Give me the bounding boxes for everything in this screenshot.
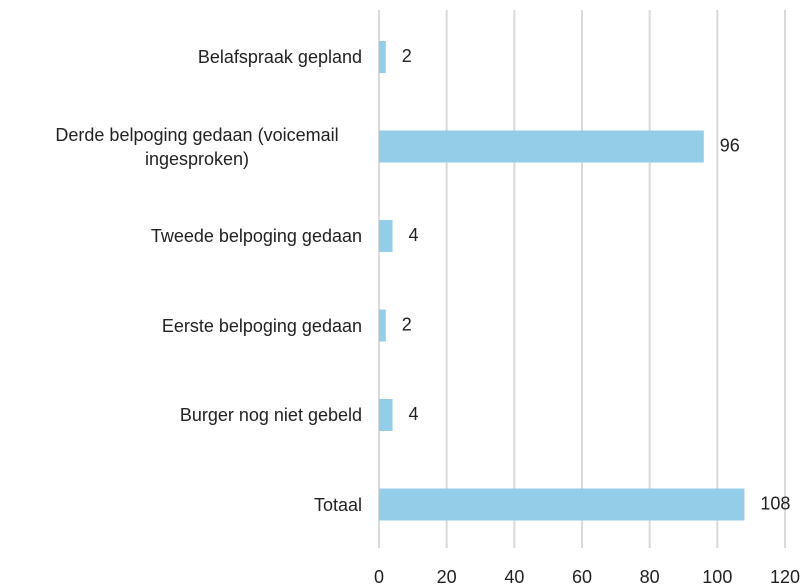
bar [379,41,386,73]
x-tick-label: 0 [374,567,384,587]
bar [379,399,393,431]
value-label: 108 [760,493,790,513]
category-label-box: Eerste belpoging gedaan [0,286,362,366]
bar [379,130,704,163]
value-label: 2 [402,46,412,66]
value-label: 4 [409,404,419,424]
category-label-box: Tweede belpoging gedaan [0,196,362,276]
x-tick-label: 60 [572,567,592,587]
category-label: Belafspraak gepland [197,47,362,67]
category-label-wrap: Derde belpoging gedaan (voicemail ingesp… [0,107,362,187]
category-label-box: Burger nog niet gebeld [0,375,362,455]
category-label-box: Belafspraak gepland [0,17,362,97]
value-label: 2 [402,314,412,334]
category-label-box: Totaal [0,465,362,545]
category-label-wrap: Belafspraak gepland [0,17,362,97]
value-label: 96 [720,135,740,155]
category-label-wrap: Totaal [0,465,362,545]
category-label: Totaal [313,494,362,515]
x-tick-label: 80 [640,567,660,587]
x-tick-label: 120 [770,567,800,587]
x-tick-label: 20 [437,567,457,587]
category-label: Eerste belpoging gedaan [161,315,362,336]
value-label: 4 [409,225,419,245]
category-label-box: Derde belpoging gedaan (voicemail ingesp… [0,107,362,187]
bar [379,220,393,252]
category-label-wrap: Tweede belpoging gedaan [0,196,362,276]
x-tick-label: 100 [702,567,732,587]
category-label: Burger nog niet gebeld [179,405,362,425]
x-tick-label: 40 [504,567,524,587]
bar [379,488,745,521]
category-label-wrap: Eerste belpoging gedaan [0,286,362,366]
category-label: Derde belpoging gedaan (voicemail ingesp… [55,124,339,169]
category-label-wrap: Burger nog niet gebeld [0,375,362,455]
bar [379,309,386,342]
category-label: Tweede belpoging gedaan [150,226,362,246]
